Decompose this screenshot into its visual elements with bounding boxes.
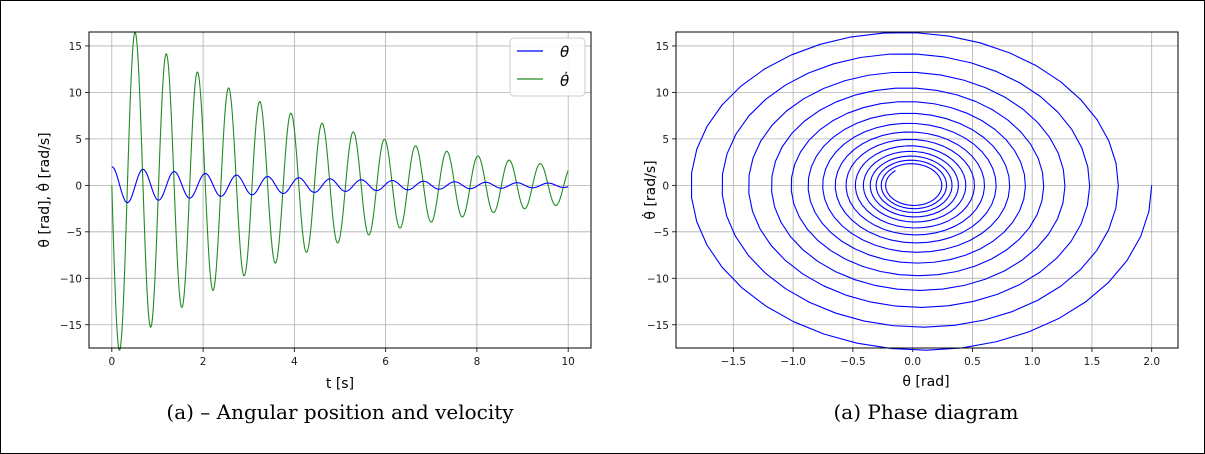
x-tick-label: 0.0 — [904, 356, 921, 368]
phase-trajectory-line — [690, 32, 1153, 351]
y-tick-label: −5 — [654, 227, 669, 239]
phase-grid — [676, 32, 1178, 348]
phase-y-label: θ̇ [rad/s] — [641, 160, 659, 219]
time-series-lines — [111, 31, 569, 351]
theta-dot-series-line — [111, 31, 569, 351]
y-tick-label: −10 — [60, 273, 82, 285]
legend-box — [509, 37, 586, 97]
theta-series-line — [111, 166, 569, 204]
phase-diagram-panel: −1.5 −1.0 −0.5 0.0 0.5 1.0 1.5 2.0 −15 −10 −5 0 5 10… — [641, 31, 1179, 424]
y-tick-label: −15 — [647, 320, 669, 332]
time-series-caption: (a) – Angular position and velocity — [166, 400, 514, 424]
time-series-axes-frame — [88, 31, 592, 349]
time-series-x-ticks: 0 2 4 6 8 10 — [108, 348, 575, 368]
y-tick-label: −15 — [60, 320, 82, 332]
phase-axes-frame — [675, 31, 1179, 349]
x-tick-label: 2.0 — [1143, 356, 1160, 368]
x-tick-label: 1.5 — [1084, 356, 1101, 368]
phase-plot-area — [675, 31, 1179, 349]
x-tick-label: 10 — [561, 356, 574, 368]
x-tick-label: 0.5 — [964, 356, 981, 368]
x-tick-label: 0 — [108, 356, 115, 368]
time-series-legend: θ θ̇ — [509, 37, 586, 97]
time-series-x-label: t [s] — [326, 376, 354, 392]
phase-lines — [690, 32, 1153, 351]
phase-caption: (a) Phase diagram — [834, 400, 1019, 424]
legend-theta-dot-label: θ̇ — [560, 71, 569, 90]
x-tick-label: 6 — [382, 356, 389, 368]
x-tick-label: 1.0 — [1024, 356, 1041, 368]
time-series-y-ticks: −15 −10 −5 0 5 10 15 — [60, 41, 89, 332]
y-tick-label: 15 — [69, 41, 82, 53]
y-tick-label: 10 — [656, 87, 669, 99]
y-tick-label: −10 — [647, 273, 669, 285]
y-tick-label: 5 — [662, 134, 669, 146]
y-tick-label: −5 — [67, 227, 82, 239]
y-tick-label: 0 — [662, 180, 669, 192]
time-series-panel: 0 2 4 6 8 10 −15 −10 −5 0 5 10 15 θ θ̇ t [s] θ [rad… — [35, 31, 592, 424]
phase-y-ticks: −15 −10 −5 0 5 10 15 — [647, 41, 676, 332]
y-tick-label: 5 — [75, 134, 82, 146]
y-tick-label: 10 — [69, 87, 82, 99]
x-tick-label: −0.5 — [840, 356, 866, 368]
time-series-grid — [89, 32, 591, 348]
x-tick-label: −1.0 — [780, 356, 806, 368]
time-series-y-label: θ [rad], θ̇ [rad/s] — [35, 132, 53, 247]
phase-x-ticks: −1.5 −1.0 −0.5 0.0 0.5 1.0 1.5 2.0 — [721, 348, 1160, 368]
x-tick-label: 8 — [474, 356, 481, 368]
y-tick-label: 15 — [656, 41, 669, 53]
x-tick-label: 2 — [200, 356, 207, 368]
legend-theta-label: θ — [560, 43, 569, 61]
x-tick-label: −1.5 — [721, 356, 747, 368]
y-tick-label: 0 — [75, 180, 82, 192]
x-tick-label: 4 — [291, 356, 298, 368]
phase-x-label: θ [rad] — [902, 374, 949, 390]
